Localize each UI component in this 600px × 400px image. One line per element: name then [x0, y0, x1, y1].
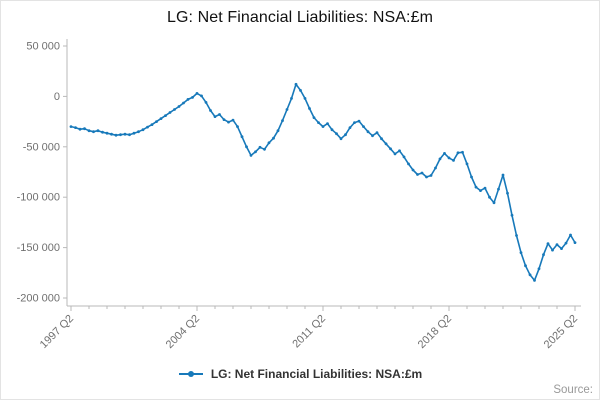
svg-text:-50 000: -50 000: [23, 141, 60, 153]
svg-text:2018 Q2: 2018 Q2: [416, 313, 454, 351]
svg-text:1997 Q2: 1997 Q2: [38, 313, 76, 351]
svg-text:50 000: 50 000: [26, 41, 60, 53]
svg-text:2004 Q2: 2004 Q2: [164, 313, 202, 351]
series-line: [70, 83, 576, 282]
legend-label: LG: Net Financial Liabilities: NSA:£m: [210, 367, 423, 381]
svg-text:-100 000: -100 000: [17, 192, 60, 204]
svg-text:2011 Q2: 2011 Q2: [290, 313, 328, 351]
legend-line-marker: [178, 371, 203, 377]
svg-text:-150 000: -150 000: [17, 242, 60, 254]
svg-text:2025 Q2: 2025 Q2: [542, 313, 580, 351]
legend-item[interactable]: LG: Net Financial Liabilities: NSA:£m: [1, 367, 599, 381]
svg-text:0: 0: [54, 91, 60, 103]
chart-title: LG: Net Financial Liabilities: NSA:£m: [166, 9, 434, 26]
svg-text:-200 000: -200 000: [17, 293, 60, 305]
source-label: Source:: [553, 384, 593, 396]
